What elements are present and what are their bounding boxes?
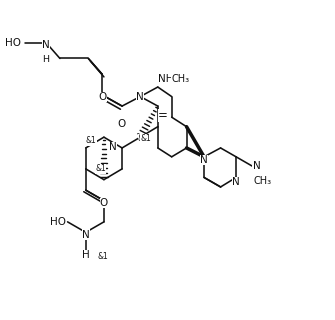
Text: &1: &1 [95,164,106,173]
Text: N: N [42,40,50,50]
Text: N: N [200,155,208,165]
Text: H: H [82,250,89,260]
Text: &1: &1 [86,136,96,146]
Text: N: N [136,92,144,101]
Text: HO: HO [50,217,66,227]
Text: N: N [253,161,260,171]
Text: H: H [43,55,50,64]
Text: CH₃: CH₃ [172,74,190,84]
Text: N: N [110,142,117,152]
Text: &1: &1 [140,134,151,143]
Text: N: N [232,177,240,187]
Text: HO: HO [5,38,21,48]
Text: =: = [158,109,168,122]
Text: &1: &1 [138,134,148,143]
Text: NH: NH [158,74,173,84]
Text: N: N [82,229,89,240]
Text: CH₃: CH₃ [254,177,272,187]
Text: O: O [100,198,108,208]
Text: O: O [117,118,126,129]
Text: &1: &1 [97,252,108,260]
Text: O: O [98,92,107,102]
